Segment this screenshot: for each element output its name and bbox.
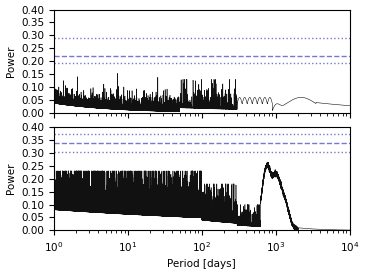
- Y-axis label: Power: Power: [5, 45, 16, 77]
- Y-axis label: Power: Power: [5, 163, 16, 194]
- X-axis label: Period [days]: Period [days]: [168, 259, 236, 270]
